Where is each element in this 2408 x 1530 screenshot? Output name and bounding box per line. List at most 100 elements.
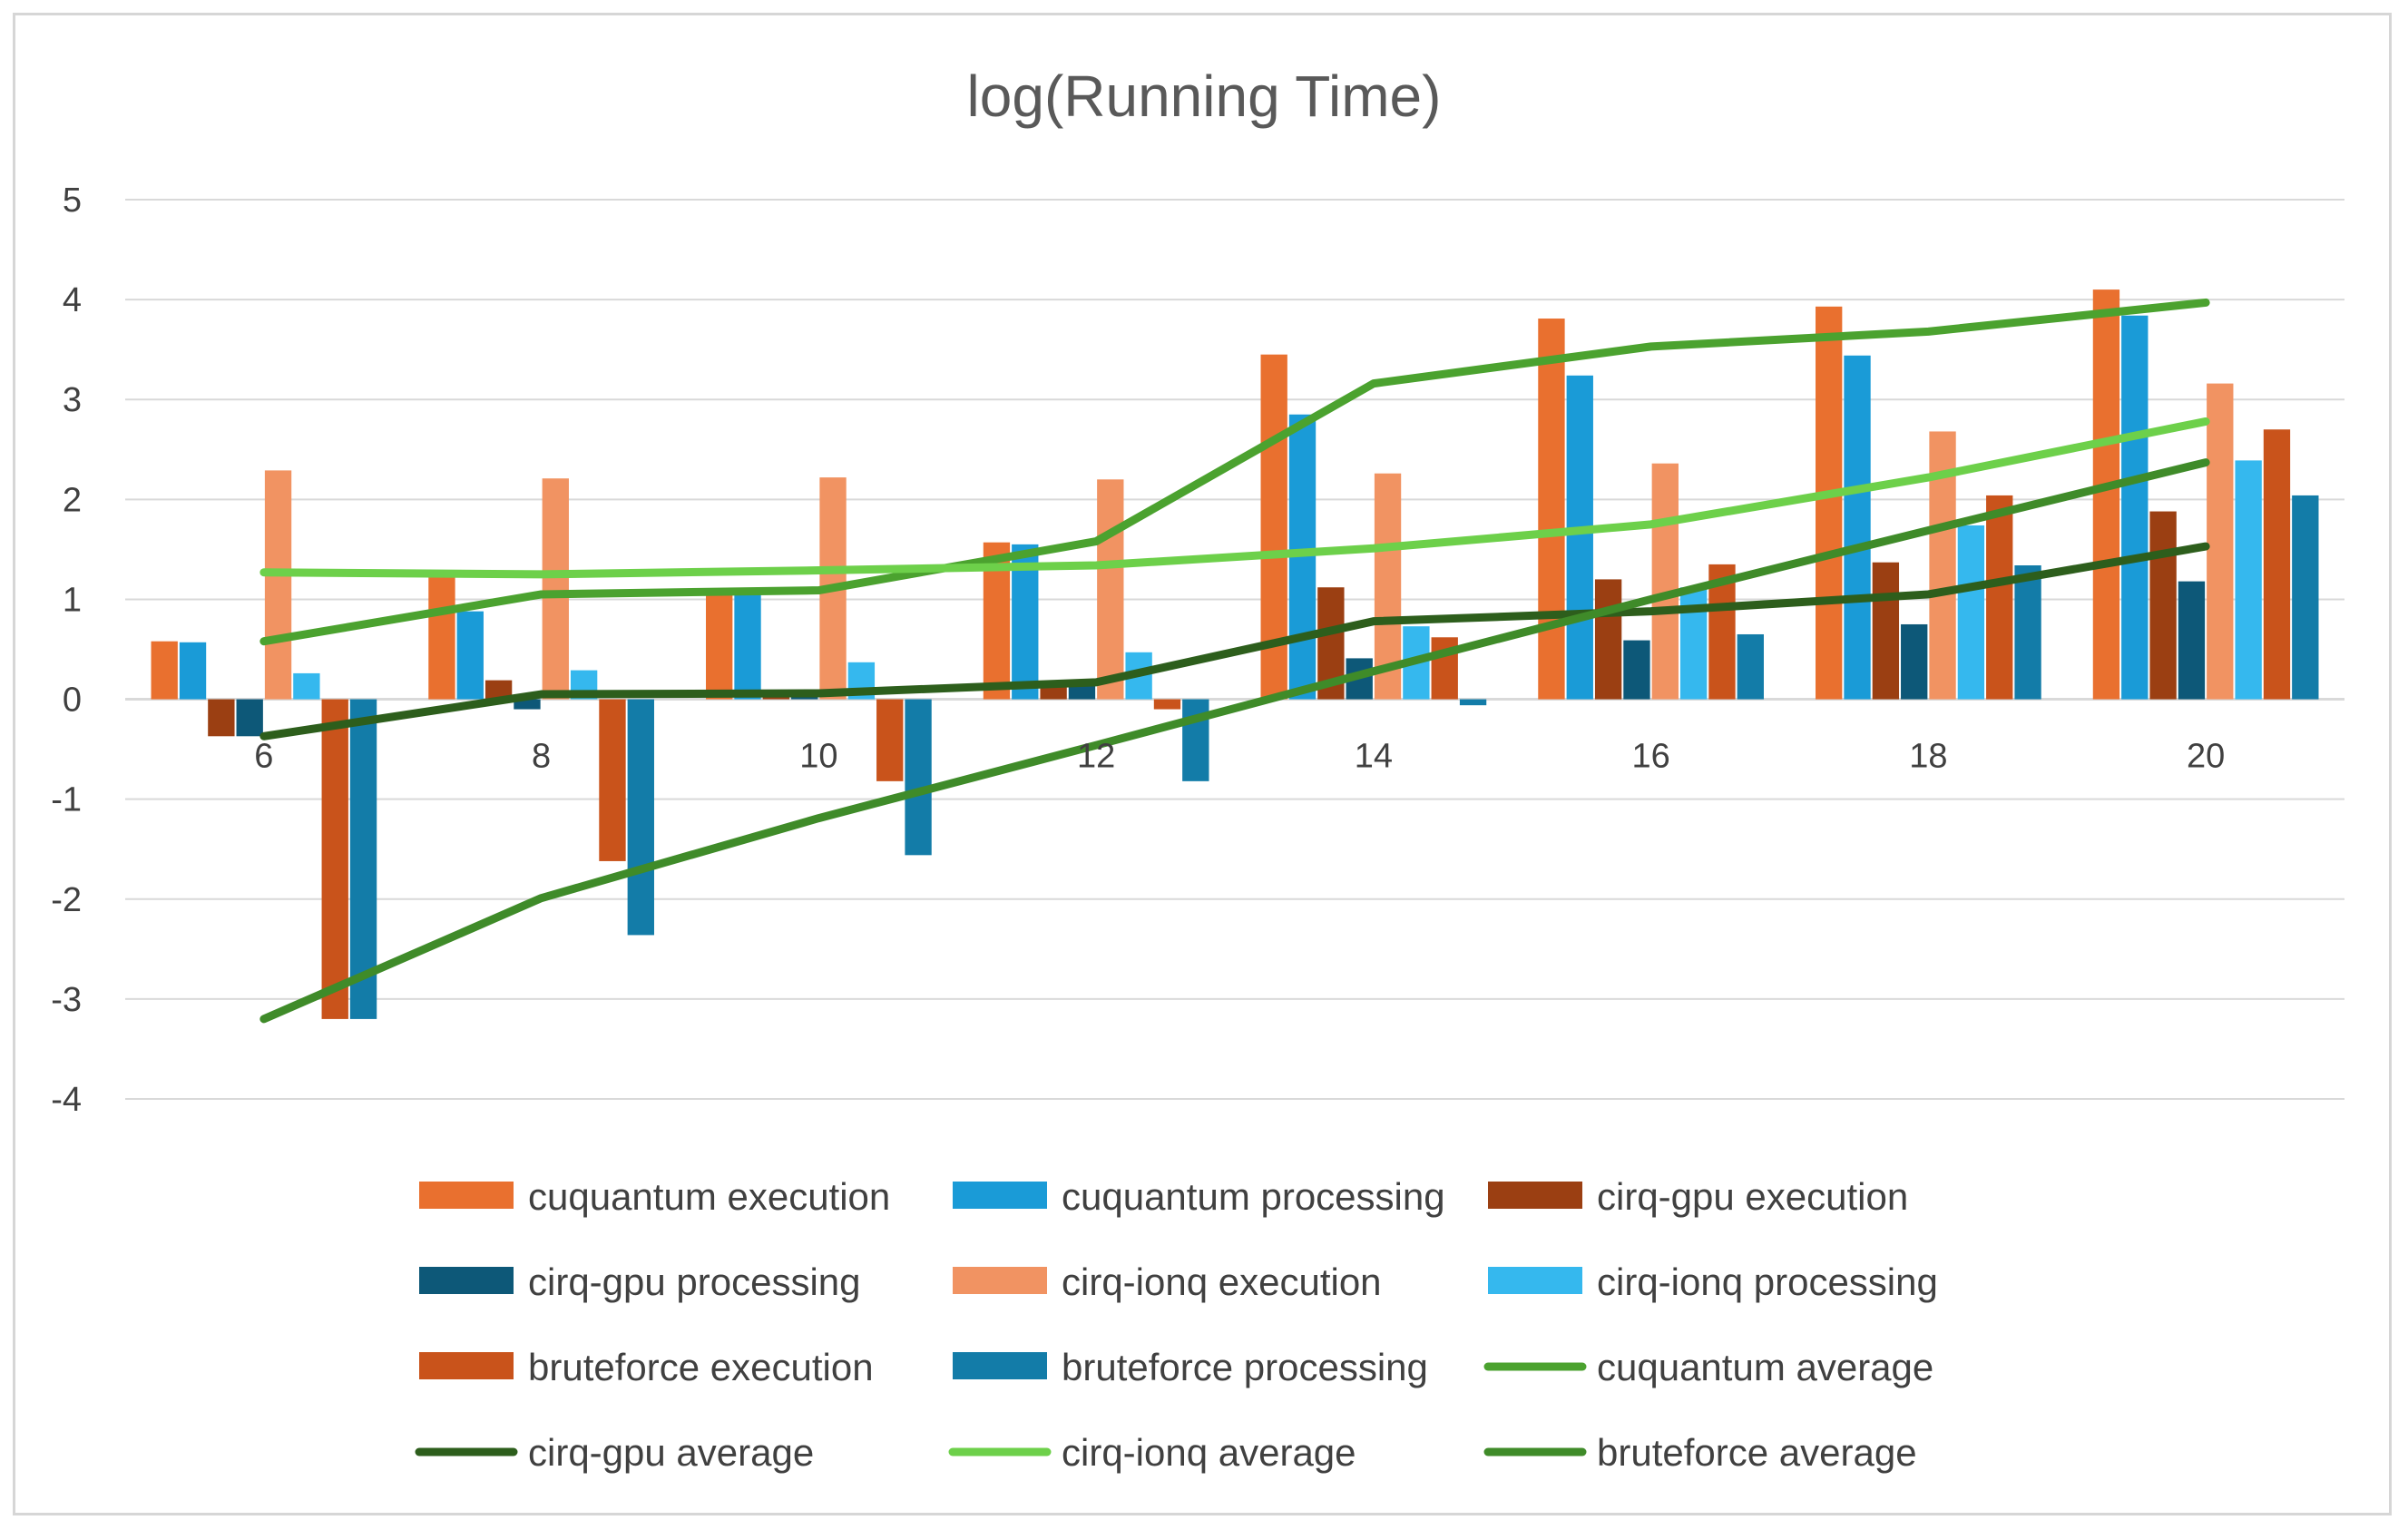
bar: [179, 642, 207, 700]
legend-item: cirq-ionq execution: [953, 1260, 1382, 1303]
x-tick-label: 10: [799, 738, 837, 776]
bar: [485, 680, 513, 700]
y-tick-label: 0: [63, 682, 82, 720]
legend-swatch: [1488, 1267, 1582, 1294]
bar: [1651, 463, 1679, 700]
line-cirq-gpu-average: [259, 542, 2210, 740]
series-bruteforce-processing: [349, 495, 2319, 1019]
legend-label: bruteforce processing: [1062, 1346, 1428, 1388]
legend-item: cirq-ionq average: [948, 1431, 1356, 1474]
x-tick-label: 14: [1355, 738, 1393, 776]
x-tick-label: 18: [1909, 738, 1947, 776]
legend-swatch: [1488, 1182, 1582, 1209]
bar: [542, 478, 569, 700]
series-cirq-ionq-execution: [264, 383, 2234, 700]
legend-item: cirq-ionq processing: [1488, 1260, 1938, 1303]
y-tick-label: 3: [63, 381, 82, 419]
legend-label: bruteforce execution: [528, 1346, 874, 1388]
bar: [321, 699, 348, 1019]
legend-swatch: [953, 1182, 1047, 1209]
bar: [706, 590, 733, 700]
y-tick-labels: 5 4 3 2 1 0 -1 -2 -3 -4: [51, 181, 82, 1119]
bar: [905, 699, 932, 856]
bar: [1844, 355, 1871, 700]
legend-label: cirq-gpu processing: [528, 1260, 861, 1303]
bar: [428, 574, 455, 700]
legend-swatch: [419, 1182, 514, 1209]
bar: [1872, 562, 1900, 700]
legend: cuquantum execution cuquantum processing c…: [415, 1175, 1938, 1474]
line-cuquantum-average: [259, 298, 2210, 646]
legend-swatch: [953, 1352, 1047, 1379]
y-tick-label: 4: [63, 281, 82, 319]
legend-item: bruteforce processing: [953, 1346, 1428, 1388]
bar: [1816, 306, 1843, 700]
bar: [2207, 383, 2234, 700]
bar-series: [151, 289, 2319, 1019]
legend-item: cirq-gpu processing: [419, 1260, 861, 1303]
legend-label: cirq-ionq processing: [1597, 1260, 1938, 1303]
bar: [734, 593, 761, 700]
bar: [151, 641, 178, 700]
series-cirq-gpu-execution: [208, 511, 2177, 737]
legend-item: cuquantum processing: [953, 1175, 1445, 1218]
bar: [456, 611, 484, 700]
bar: [1538, 319, 1565, 700]
bar: [293, 672, 320, 700]
legend-label: cuquantum average: [1597, 1346, 1933, 1388]
legend-label: cuquantum processing: [1062, 1175, 1445, 1218]
legend-label: bruteforce average: [1597, 1431, 1917, 1474]
bar: [1182, 699, 1209, 781]
y-tick-label: 2: [63, 481, 82, 519]
legend-label: cirq-gpu average: [528, 1431, 814, 1474]
y-tick-label: 1: [63, 581, 82, 619]
bar: [2235, 460, 2262, 700]
x-tick-label: 12: [1077, 738, 1115, 776]
bar: [1097, 479, 1124, 700]
line-cirq-ionq-average: [259, 417, 2210, 579]
series-cirq-gpu-processing: [236, 581, 2206, 737]
chart-title: log(Running Time): [967, 64, 1442, 129]
bar: [349, 699, 377, 1019]
bar: [236, 699, 263, 737]
bar: [2092, 289, 2120, 700]
legend-item: cuquantum average: [1483, 1346, 1933, 1388]
y-tick-label: 5: [63, 181, 82, 220]
bar: [1901, 623, 1928, 700]
series-cuquantum-processing: [179, 315, 2149, 700]
legend-swatch: [419, 1352, 514, 1379]
bar: [599, 699, 626, 861]
bar: [876, 699, 904, 781]
bar: [2178, 581, 2206, 700]
bar: [1153, 699, 1181, 710]
bar: [1623, 640, 1650, 700]
legend-swatch: [419, 1267, 514, 1294]
bar: [2292, 495, 2319, 700]
y-tick-label: -2: [51, 881, 82, 919]
line-series: [259, 298, 2210, 1024]
legend-label: cuquantum execution: [528, 1175, 890, 1218]
legend-item: cuquantum execution: [419, 1175, 890, 1218]
x-tick-label: 20: [2187, 738, 2225, 776]
bar: [1594, 579, 1622, 700]
legend-swatch: [953, 1267, 1047, 1294]
bar: [514, 699, 541, 710]
legend-label: cirq-ionq average: [1062, 1431, 1356, 1474]
series-bruteforce-execution: [321, 429, 2291, 1019]
y-tick-label: -1: [51, 781, 82, 819]
y-tick-label: -3: [51, 981, 82, 1019]
bar: [1566, 375, 1593, 700]
x-tick-label: 16: [1631, 738, 1669, 776]
legend-item: bruteforce average: [1483, 1431, 1917, 1474]
bar: [208, 699, 235, 737]
bar: [1737, 633, 1764, 700]
x-tick-label: 6: [254, 738, 273, 776]
bar: [1459, 699, 1487, 706]
bar: [1986, 495, 2013, 700]
x-tick-label: 8: [532, 738, 551, 776]
line-bruteforce-average: [259, 458, 2210, 1024]
y-tick-label: -4: [51, 1081, 82, 1119]
x-tick-labels: 6 8 10 12 14 16 18 20: [254, 738, 2225, 776]
legend-item: cirq-gpu average: [415, 1431, 814, 1474]
